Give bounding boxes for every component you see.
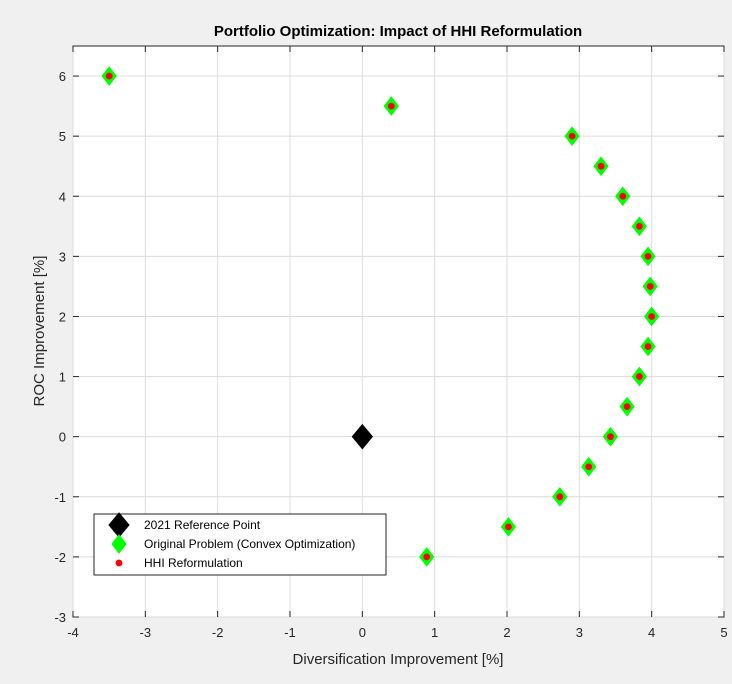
x-tick-label: 2 [503,625,510,640]
y-axis-label: ROC Improvement [%] [31,256,48,407]
x-tick-label: -2 [212,625,224,640]
legend[interactable]: 2021 Reference Point Original Problem (Co… [93,512,387,576]
x-tick-label: -1 [284,625,296,640]
x-axis-ticks: -4 -3 -2 -1 0 1 2 3 4 5 [67,46,728,640]
data-marks [101,66,660,567]
y-tick-label: -1 [54,490,66,505]
y-tick-label: 0 [59,430,66,445]
hhi-reformulation-marker [607,433,614,441]
hhi-reformulation-marker [644,343,652,350]
legend-item-reference-point: 2021 Reference Point [144,518,261,532]
hhi-reformulation-marker [505,523,512,531]
x-tick-label: 5 [720,625,727,640]
y-axis-ticks: -3 -2 -1 0 1 2 3 4 5 6 [54,69,724,625]
y-tick-label: 3 [59,249,66,264]
reference-point-marker [351,423,373,450]
hhi-reformulation-marker [585,463,593,471]
legend-item-original-problem-marker [111,534,127,554]
hhi-reformulation-marker [619,192,627,200]
y-tick-label: 1 [59,370,66,385]
y-tick-label: 5 [59,129,66,144]
legend-box [93,513,387,576]
hhi-reformulation-marker [646,283,654,290]
hhi-reformulation-marker [597,162,605,170]
hhi-reformulation-marker [648,313,656,320]
x-tick-label: 4 [648,625,655,640]
x-tick-label: 0 [359,625,366,640]
legend-item-hhi-reformulation-marker [115,559,123,567]
hhi-reformulation-marker [387,102,395,110]
y-tick-label: -2 [54,550,66,565]
legend-item-hhi-reformulation: HHI Reformulation [144,556,243,570]
x-tick-label: 1 [431,625,438,640]
x-tick-label: -3 [140,625,152,640]
y-tick-label: 2 [59,309,66,324]
x-tick-label: 3 [576,625,583,640]
y-tick-label: -3 [54,610,66,625]
x-axis-label: Diversification Improvement [%] [293,651,504,668]
hhi-reformulation-marker [623,403,631,411]
hhi-reformulation-marker [556,493,564,501]
hhi-reformulation-marker [105,72,113,80]
hhi-reformulation-marker [568,132,576,140]
hhi-reformulation-marker [644,252,652,260]
hhi-reformulation-marker [635,222,643,230]
hhi-reformulation-marker [635,373,643,380]
y-tick-label: 4 [59,189,66,204]
x-tick-label: -4 [67,625,79,640]
chart-title: Portfolio Optimization: Impact of HHI Re… [214,23,582,40]
legend-item-original-problem: Original Problem (Convex Optimization) [144,537,355,551]
hhi-reformulation-marker [423,553,431,561]
y-tick-label: 6 [59,69,66,84]
